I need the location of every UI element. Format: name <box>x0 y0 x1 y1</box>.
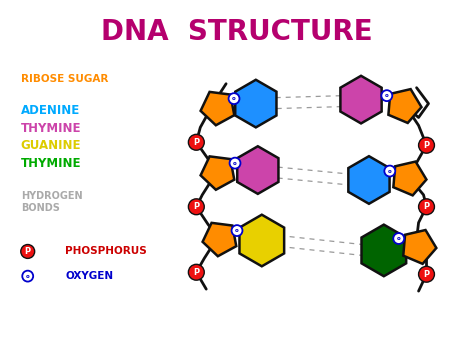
Text: THYMINE: THYMINE <box>21 157 81 170</box>
Polygon shape <box>201 92 234 125</box>
Circle shape <box>419 137 435 153</box>
Circle shape <box>229 158 240 169</box>
Text: o: o <box>388 169 392 174</box>
Polygon shape <box>235 80 276 127</box>
Circle shape <box>384 165 395 176</box>
Text: P: P <box>423 270 429 279</box>
Polygon shape <box>237 146 278 194</box>
Text: o: o <box>232 96 236 101</box>
Circle shape <box>393 233 404 244</box>
Circle shape <box>188 264 204 280</box>
Polygon shape <box>201 156 234 190</box>
Circle shape <box>188 134 204 150</box>
Text: P: P <box>193 202 200 211</box>
Text: HYDROGEN
BONDS: HYDROGEN BONDS <box>21 191 82 213</box>
Circle shape <box>231 225 243 236</box>
Text: o: o <box>26 274 29 279</box>
Text: P: P <box>423 202 429 211</box>
Text: o: o <box>385 93 389 98</box>
Circle shape <box>419 266 435 282</box>
Circle shape <box>21 245 35 258</box>
Polygon shape <box>202 223 236 256</box>
Text: GUANINE: GUANINE <box>21 139 81 152</box>
Circle shape <box>382 90 392 101</box>
Text: DNA  STRUCTURE: DNA STRUCTURE <box>101 18 373 46</box>
Text: P: P <box>193 138 200 147</box>
Text: o: o <box>235 228 239 233</box>
Polygon shape <box>348 156 390 204</box>
Text: o: o <box>397 236 401 241</box>
Circle shape <box>22 271 33 282</box>
Text: P: P <box>193 268 200 277</box>
Text: THYMINE: THYMINE <box>21 122 81 135</box>
Circle shape <box>188 199 204 215</box>
Polygon shape <box>403 230 437 264</box>
Text: P: P <box>25 247 31 256</box>
Circle shape <box>228 93 239 104</box>
Text: RIBOSE SUGAR: RIBOSE SUGAR <box>21 74 108 84</box>
Text: o: o <box>233 160 237 166</box>
Text: ADENINE: ADENINE <box>21 104 80 117</box>
Polygon shape <box>393 162 427 195</box>
Polygon shape <box>239 215 284 266</box>
Polygon shape <box>362 225 406 276</box>
Polygon shape <box>340 76 382 124</box>
Polygon shape <box>388 89 421 123</box>
Text: P: P <box>423 141 429 150</box>
Circle shape <box>419 199 435 215</box>
Text: PHOSPHORUS: PHOSPHORUS <box>65 246 147 256</box>
Text: OXYGEN: OXYGEN <box>65 271 113 281</box>
